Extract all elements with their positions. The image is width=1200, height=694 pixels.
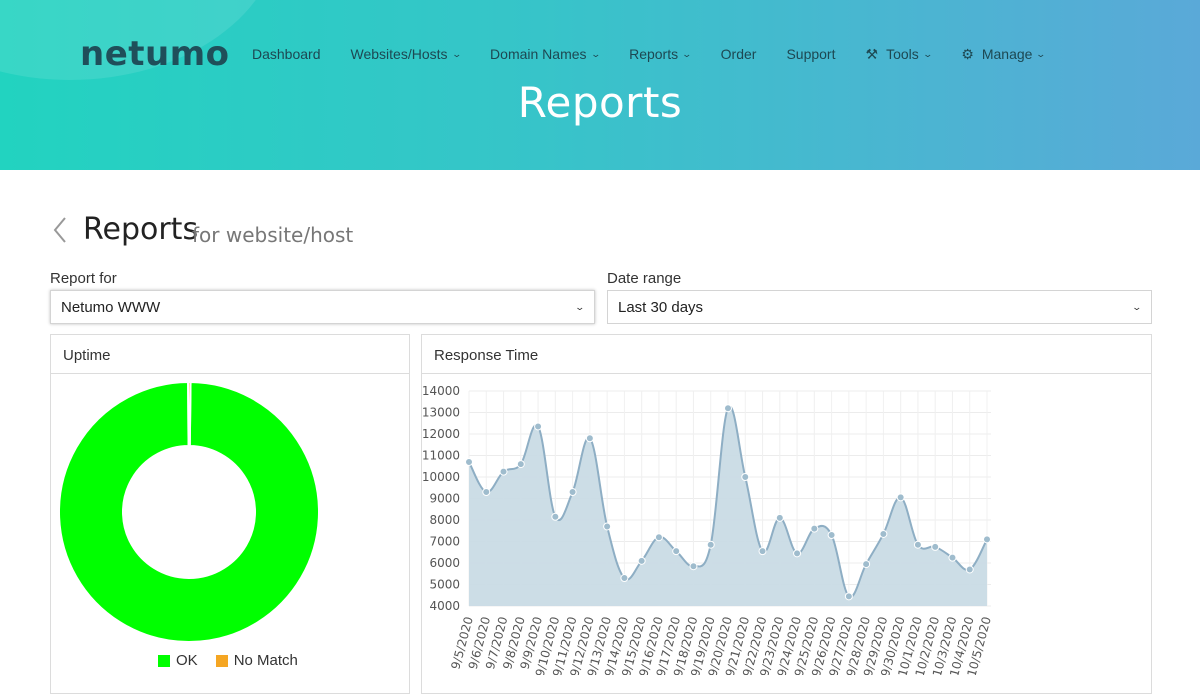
data-point[interactable] (775, 513, 784, 522)
date-range-label: Date range (607, 270, 682, 287)
nav-item-manage[interactable]: ⚙ Manage ⌄ (961, 45, 1047, 63)
y-tick-label: 4000 (429, 599, 460, 613)
main-nav: Dashboard Websites/Hosts ⌄ Domain Names ⌄ Rep… (252, 44, 1075, 64)
legend-swatch (215, 654, 228, 667)
data-point[interactable] (689, 562, 698, 571)
data-point[interactable] (499, 467, 508, 476)
data-point[interactable] (465, 457, 473, 466)
chevron-down-icon: ⌄ (450, 48, 462, 59)
legend-label: No Match (233, 652, 298, 669)
legend-label: OK (176, 652, 198, 669)
y-tick-label: 12000 (422, 427, 460, 441)
data-point[interactable] (810, 524, 819, 533)
page-subtitle: for website/host (192, 223, 354, 247)
data-point[interactable] (758, 547, 767, 556)
data-point[interactable] (913, 540, 922, 549)
legend-entry[interactable]: OK (158, 652, 198, 669)
data-point[interactable] (637, 556, 646, 565)
chevron-down-icon: ⌄ (681, 48, 693, 59)
response-time-panel-title: Response Time (422, 335, 1151, 374)
y-tick-label: 6000 (429, 556, 460, 570)
data-point[interactable] (896, 493, 905, 502)
data-point[interactable] (983, 535, 991, 544)
gear-icon: ⚙ (961, 45, 974, 62)
nav-item-order[interactable]: Order (721, 46, 757, 62)
data-point[interactable] (585, 434, 594, 443)
uptime-panel-title: Uptime (51, 335, 409, 374)
y-tick-label: 14000 (422, 384, 460, 398)
nav-item-label: Support (786, 46, 836, 62)
tools-icon: ⚒ (865, 45, 879, 62)
netumo-logo[interactable]: netumo (80, 34, 230, 74)
legend-swatch (158, 654, 170, 667)
y-tick-label: 9000 (429, 492, 460, 506)
nav-item-websites-hosts[interactable]: Websites/Hosts ⌄ (350, 46, 462, 62)
report-for-value: Netumo WWW (61, 299, 161, 316)
nav-item-label: Domain Names (490, 46, 587, 62)
y-tick-label: 10000 (422, 470, 460, 484)
data-point[interactable] (516, 460, 525, 469)
data-point[interactable] (654, 533, 663, 542)
response-time-chart: 4000 5000 6000 7000 8000 9000 10000 11000 12000 1… (422, 384, 994, 675)
data-point[interactable] (931, 542, 940, 551)
page-title: Reports (83, 212, 199, 247)
data-point[interactable] (551, 512, 560, 521)
data-point[interactable] (482, 488, 491, 497)
data-point[interactable] (620, 574, 629, 583)
nav-item-label: Manage (981, 46, 1033, 62)
y-tick-label: 13000 (422, 406, 460, 420)
header-banner: netumo Dashboard Websites/Hosts ⌄ Domain Na… (0, 0, 1200, 170)
nav-item-tools[interactable]: ⚒ Tools ⌄ (865, 45, 933, 63)
data-point[interactable] (827, 531, 836, 540)
chevron-down-icon: ⌄ (1035, 48, 1047, 59)
chevron-down-icon: ⌄ (574, 302, 586, 312)
nav-item-dashboard[interactable]: Dashboard (252, 46, 321, 62)
nav-item-domain-names[interactable]: Domain Names ⌄ (490, 46, 601, 62)
y-tick-label: 8000 (429, 513, 460, 527)
data-point[interactable] (603, 522, 612, 531)
nav-item-support[interactable]: Support (786, 46, 835, 62)
back-icon[interactable] (50, 216, 72, 244)
logo-text: netumo (80, 34, 230, 74)
nav-item-label: Tools (886, 46, 919, 62)
response-time-area (469, 406, 987, 606)
nav-item-reports[interactable]: Reports ⌄ (629, 46, 693, 62)
data-point[interactable] (741, 473, 750, 481)
data-point[interactable] (724, 404, 732, 413)
uptime-legend: OK No Match (158, 652, 316, 669)
nav-item-label: Reports (629, 46, 679, 62)
data-point[interactable] (793, 549, 802, 558)
y-tick-label: 11000 (422, 449, 460, 463)
date-range-value: Last 30 days (618, 299, 704, 316)
data-point[interactable] (534, 422, 543, 431)
chevron-down-icon: ⌄ (922, 48, 933, 59)
nav-item-label: Dashboard (252, 46, 321, 62)
data-point[interactable] (568, 488, 577, 497)
report-for-select[interactable]: Netumo WWW ⌄ (50, 290, 595, 324)
data-point[interactable] (965, 565, 974, 574)
data-point[interactable] (706, 540, 715, 549)
page-heading: Reports (517, 78, 683, 127)
chevron-down-icon: ⌄ (1131, 302, 1143, 312)
data-point[interactable] (844, 592, 853, 601)
legend-entry[interactable]: No Match (215, 652, 298, 669)
y-tick-label: 5000 (429, 578, 460, 592)
nav-item-label: Order (720, 46, 757, 62)
data-point[interactable] (879, 529, 888, 538)
report-for-label: Report for (50, 270, 117, 287)
nav-item-label: Websites/Hosts (350, 46, 448, 62)
data-point[interactable] (862, 560, 871, 569)
chevron-down-icon: ⌄ (590, 48, 601, 59)
data-point[interactable] (672, 547, 681, 556)
data-point[interactable] (948, 553, 957, 562)
date-range-select[interactable]: Last 30 days ⌄ (607, 290, 1152, 324)
y-tick-label: 7000 (429, 535, 460, 549)
